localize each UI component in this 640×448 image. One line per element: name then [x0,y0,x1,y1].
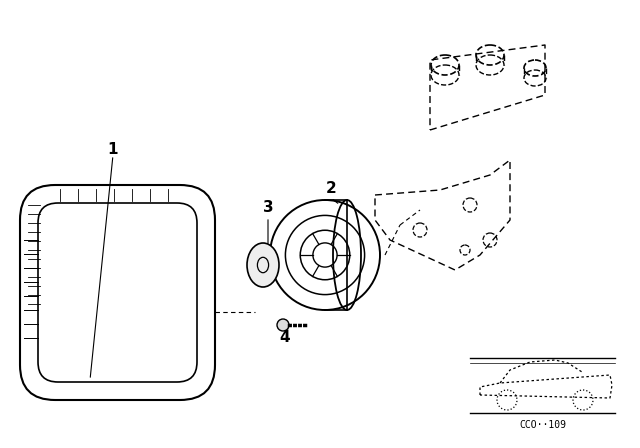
Text: 1: 1 [108,142,118,157]
Ellipse shape [524,60,546,76]
Ellipse shape [247,243,279,287]
Ellipse shape [431,55,459,75]
Circle shape [277,319,289,331]
Ellipse shape [476,45,504,65]
Text: CCO··109: CCO··109 [520,420,566,430]
Text: 3: 3 [262,199,273,215]
Text: 4: 4 [280,329,291,345]
Text: 2: 2 [326,181,337,195]
